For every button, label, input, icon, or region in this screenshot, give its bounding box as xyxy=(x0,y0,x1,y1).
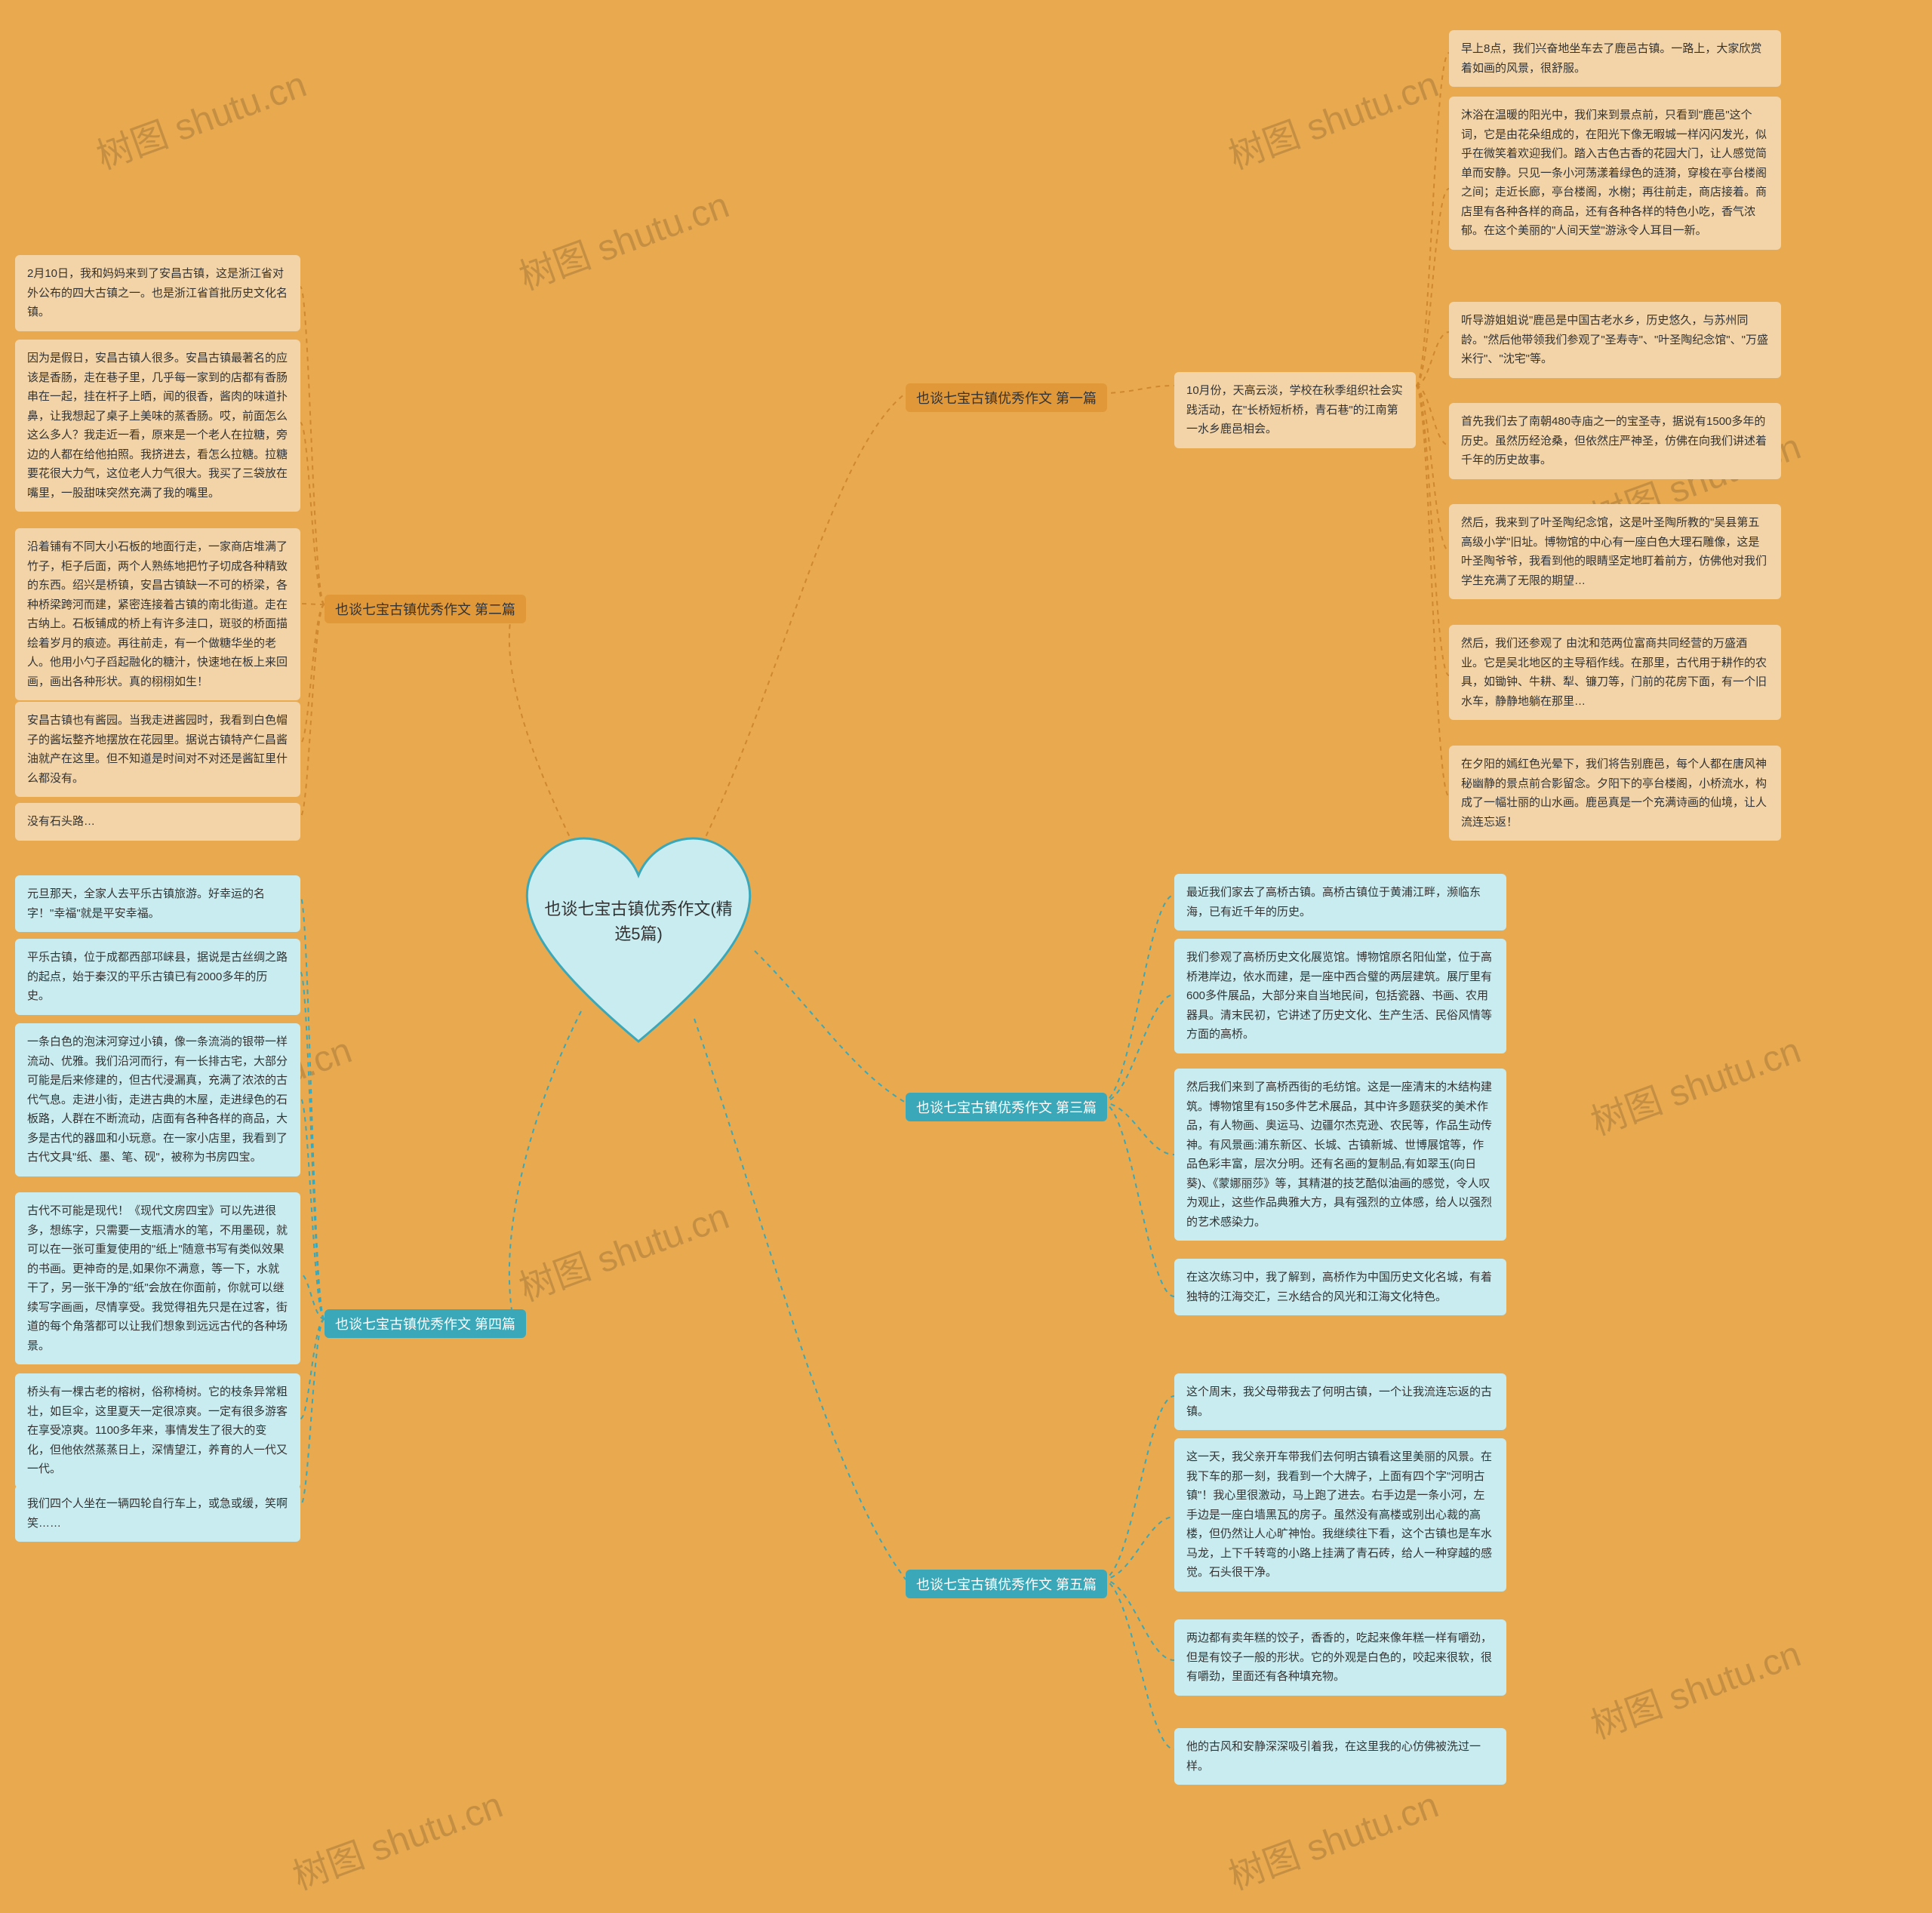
leaf-b4-2: 一条白色的泡沫河穿过小镇，像一条流淌的银带一样流动、优雅。我们沿河而行，有一长排… xyxy=(15,1023,300,1176)
leaf-b3-0: 最近我们家去了高桥古镇。高桥古镇位于黄浦江畔，濒临东海，已有近千年的历史。 xyxy=(1174,874,1506,930)
watermark: 树图 shutu.cn xyxy=(1583,1624,1807,1748)
leaf-b1-2: 听导游姐姐说"鹿邑是中国古老水乡，历史悠久，与苏州同龄。"然后他带领我们参观了"… xyxy=(1449,302,1781,378)
leaf-b3-2: 然后我们来到了高桥西街的毛纺馆。这是一座清末的木结构建筑。博物馆里有150多件艺… xyxy=(1174,1069,1506,1241)
leaf-b5-2: 两边都有卖年糕的饺子，香香的，吃起来像年糕一样有嚼劲，但是有饺子一般的形状。它的… xyxy=(1174,1619,1506,1696)
leaf-b2-1: 因为是假日，安昌古镇人很多。安昌古镇最著名的应该是香肠，走在巷子里，几乎每一家到… xyxy=(15,340,300,512)
leaf-b5-3: 他的古风和安静深深吸引着我，在这里我的心仿佛被洗过一样。 xyxy=(1174,1728,1506,1785)
leaf-b4-5: 我们四个人坐在一辆四轮自行车上，或急或缓，笑啊笑…… xyxy=(15,1485,300,1542)
watermark: 树图 shutu.cn xyxy=(1220,1775,1444,1899)
leaf-b1-3: 10月份，天高云淡，学校在秋季组织社会实践活动，在"长桥短析桥，青石巷"的江南第… xyxy=(1174,372,1416,448)
watermark: 树图 shutu.cn xyxy=(88,54,312,179)
leaf-b2-4: 没有石头路… xyxy=(15,803,300,841)
leaf-b4-0: 元旦那天，全家人去平乐古镇旅游。好幸运的名字！"幸福"就是平安幸福。 xyxy=(15,875,300,932)
leaf-b3-1: 我们参观了高桥历史文化展览馆。博物馆原名阳仙堂，位于高桥港岸边，依水而建，是一座… xyxy=(1174,939,1506,1053)
leaf-b1-6: 然后，我们还参观了 由沈和范两位富商共同经营的万盛酒业。它是吴北地区的主导稻作线… xyxy=(1449,625,1781,720)
watermark: 树图 shutu.cn xyxy=(285,1775,509,1899)
watermark: 树图 shutu.cn xyxy=(1220,54,1444,179)
leaf-b1-5: 然后，我来到了叶圣陶纪念馆，这是叶圣陶所教的"吴县第五高级小学"旧址。博物馆的中… xyxy=(1449,504,1781,599)
watermark: 树图 shutu.cn xyxy=(511,1186,735,1311)
leaf-b4-3: 古代不可能是现代！《现代文房四宝》可以先进很多，想练字，只需要一支瓶清水的笔，不… xyxy=(15,1192,300,1364)
leaf-b1-1: 沐浴在温暖的阳光中，我们来到景点前，只看到"鹿邑"这个词，它是由花朵组成的，在阳… xyxy=(1449,97,1781,250)
leaf-b1-7: 在夕阳的嫣红色光晕下，我们将告别鹿邑，每个人都在唐风神秘幽静的景点前合影留念。夕… xyxy=(1449,746,1781,841)
leaf-b5-0: 这个周末，我父母带我去了何明古镇，一个让我流连忘返的古镇。 xyxy=(1174,1373,1506,1430)
leaf-b4-4: 桥头有一棵古老的榕树，俗称椅树。它的枝条异常粗壮，如巨伞，这里夏天一定很凉爽。一… xyxy=(15,1373,300,1488)
watermark: 树图 shutu.cn xyxy=(1583,1020,1807,1145)
leaf-b2-2: 沿着铺有不同大小石板的地面行走，一家商店堆满了竹子，柜子后面，两个人熟练地把竹子… xyxy=(15,528,300,700)
leaf-b1-4: 首先我们去了南朝480寺庙之一的宝圣寺，据说有1500多年的历史。虽然历经沧桑，… xyxy=(1449,403,1781,479)
leaf-b5-1: 这一天，我父亲开车带我们去何明古镇看这里美丽的风景。在我下车的那一刻，我看到一个… xyxy=(1174,1438,1506,1592)
branch-label-b5: 也谈七宝古镇优秀作文 第五篇 xyxy=(906,1570,1107,1598)
leaf-b2-0: 2月10日，我和妈妈来到了安昌古镇，这是浙江省对外公布的四大古镇之一。也是浙江省… xyxy=(15,255,300,331)
center-node: 也谈七宝古镇优秀作文(精选5篇) xyxy=(503,815,774,1056)
leaf-b3-3: 在这次练习中，我了解到，高桥作为中国历史文化名城，有着独特的江海交汇，三水结合的… xyxy=(1174,1259,1506,1315)
watermark: 树图 shutu.cn xyxy=(511,175,735,300)
branch-label-b1: 也谈七宝古镇优秀作文 第一篇 xyxy=(906,383,1107,412)
branch-label-b2: 也谈七宝古镇优秀作文 第二篇 xyxy=(325,595,526,623)
branch-label-b4: 也谈七宝古镇优秀作文 第四篇 xyxy=(325,1309,526,1338)
leaf-b4-1: 平乐古镇，位于成都西部邛崃县，据说是古丝绸之路的起点，始于秦汉的平乐古镇已有20… xyxy=(15,939,300,1015)
center-title: 也谈七宝古镇优秀作文(精选5篇) xyxy=(540,897,737,946)
branch-label-b3: 也谈七宝古镇优秀作文 第三篇 xyxy=(906,1093,1107,1121)
leaf-b1-0: 早上8点，我们兴奋地坐车去了鹿邑古镇。一路上，大家欣赏着如画的风景，很舒服。 xyxy=(1449,30,1781,87)
leaf-b2-3: 安昌古镇也有酱园。当我走进酱园时，我看到白色帽子的酱坛整齐地摆放在花园里。据说古… xyxy=(15,702,300,797)
